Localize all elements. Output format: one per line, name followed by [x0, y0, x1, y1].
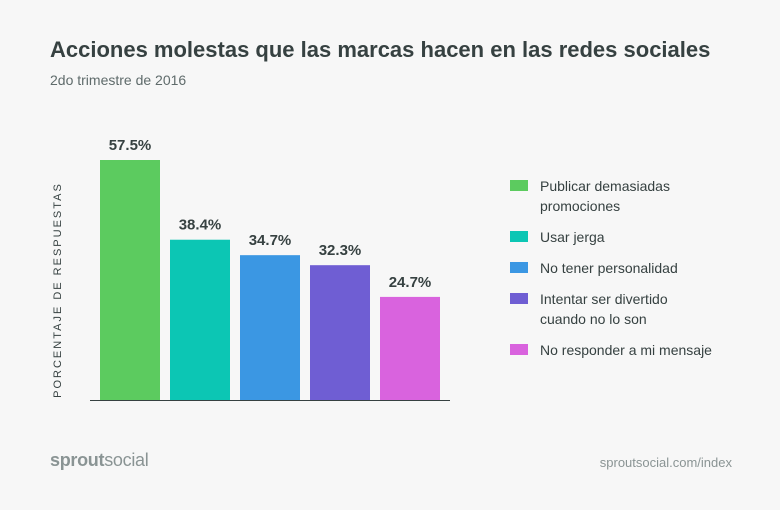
bar-value-label-0: 57.5%: [109, 137, 152, 154]
bar-value-label-2: 34.7%: [249, 232, 292, 249]
bar-2: [240, 255, 300, 400]
legend: Publicar demasiadas promociones Usar jer…: [510, 176, 760, 371]
bar-value-label-3: 32.3%: [319, 242, 362, 259]
legend-item-1: Usar jerga: [510, 227, 760, 247]
source-url: sproutsocial.com/index: [599, 455, 732, 470]
legend-label: Publicar demasiadas promociones: [540, 178, 670, 214]
legend-label: No responder a mi mensaje: [540, 342, 712, 358]
legend-item-2: No tener personalidad: [510, 258, 760, 278]
legend-item-4: No responder a mi mensaje: [510, 340, 760, 360]
bar-value-label-4: 24.7%: [389, 274, 432, 291]
legend-swatch: [510, 231, 528, 242]
legend-label: Usar jerga: [540, 229, 605, 245]
brand-logo: sproutsocial: [50, 450, 149, 471]
bar-4: [380, 296, 440, 400]
bar-3: [310, 265, 370, 400]
legend-label: Intentar ser divertido cuando no lo son: [540, 291, 668, 327]
legend-item-3: Intentar ser divertido cuando no lo son: [510, 289, 760, 329]
legend-swatch: [510, 344, 528, 355]
legend-item-0: Publicar demasiadas promociones: [510, 176, 760, 216]
brand-logo-part2: social: [104, 450, 149, 470]
bar-value-label-1: 38.4%: [179, 217, 222, 234]
legend-swatch: [510, 180, 528, 191]
legend-label: No tener personalidad: [540, 260, 678, 276]
bar-1: [170, 239, 230, 400]
chart-title: Acciones molestas que las marcas hacen e…: [50, 37, 711, 62]
chart-subtitle: 2do trimestre de 2016: [50, 72, 187, 88]
brand-logo-part1: sprout: [50, 450, 105, 470]
legend-swatch: [510, 262, 528, 273]
legend-swatch: [510, 293, 528, 304]
bar-0: [100, 160, 160, 400]
